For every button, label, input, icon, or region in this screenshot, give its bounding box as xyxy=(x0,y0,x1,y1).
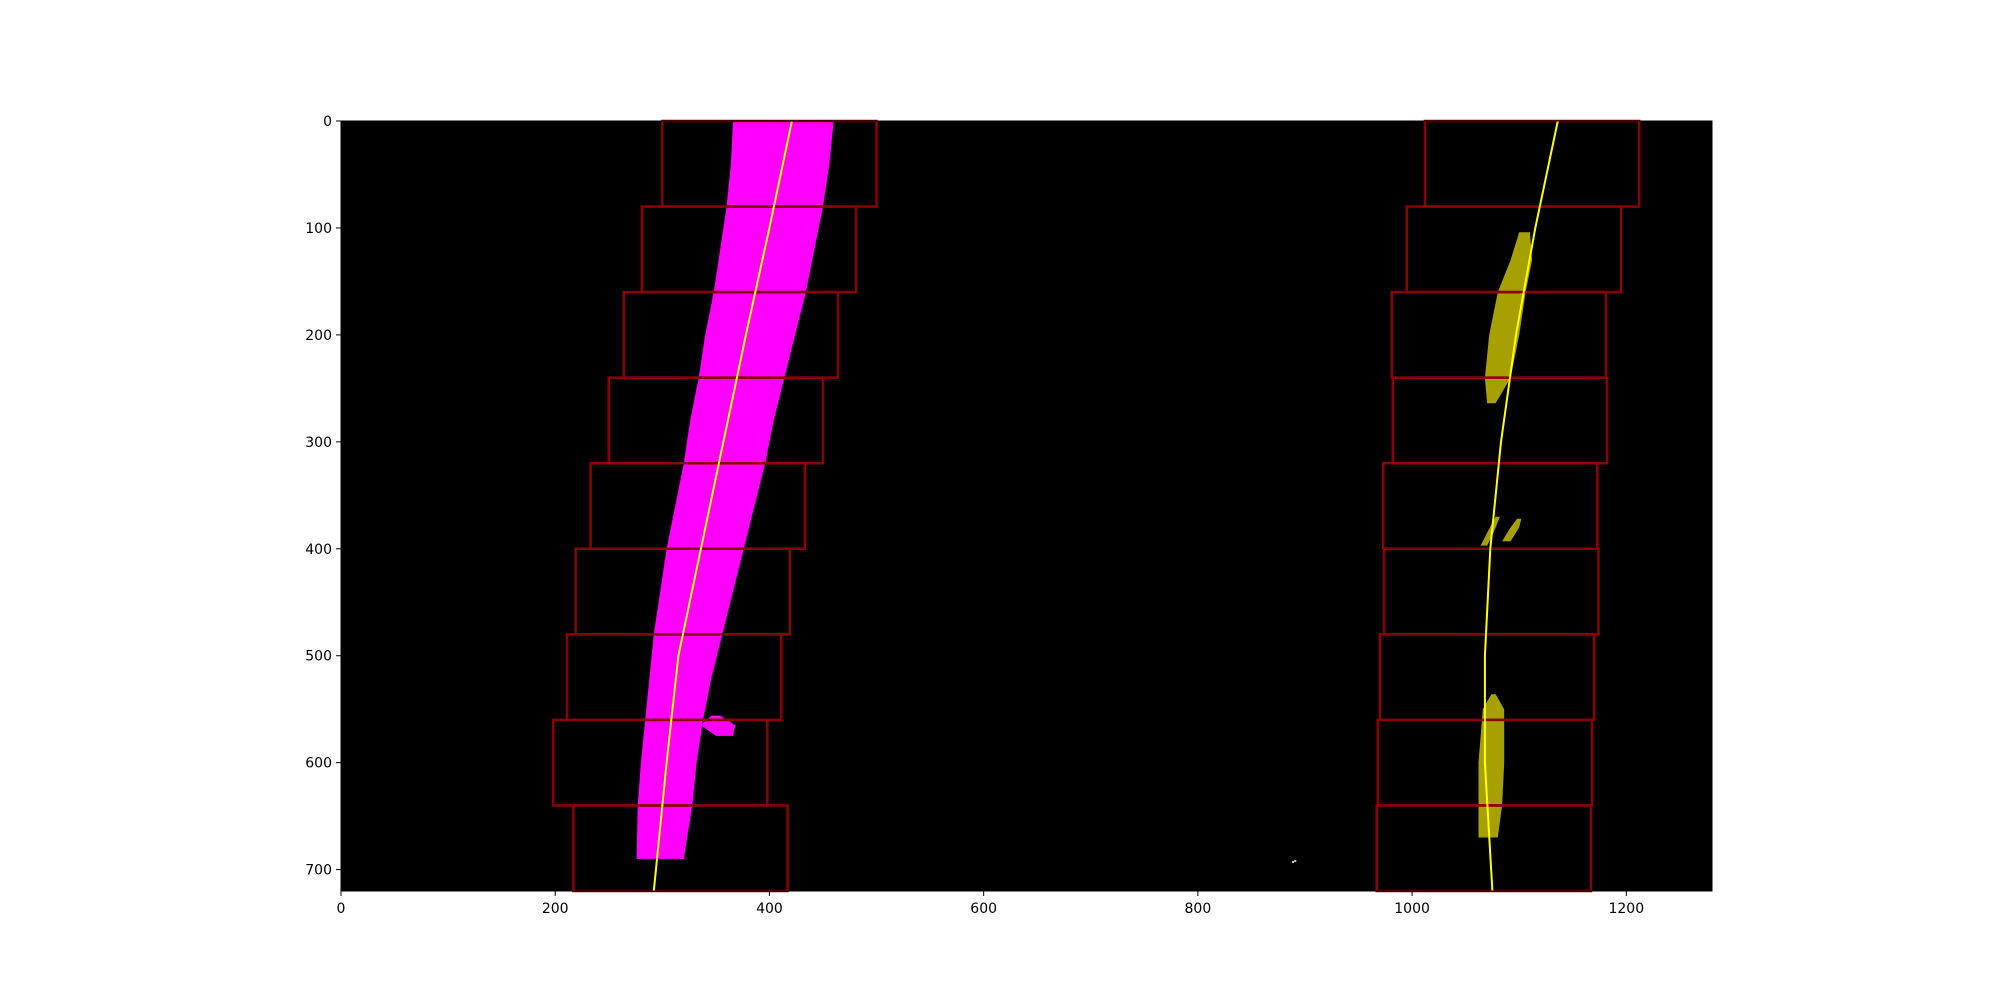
right-fit-line xyxy=(1483,120,1559,892)
right-lane-pixels-2 xyxy=(1502,518,1522,542)
y-tick-label-3: 300 xyxy=(305,435,332,451)
y-tick-label-6: 600 xyxy=(305,756,332,772)
y-tick-label-1: 100 xyxy=(305,221,332,237)
lane-pixels-layer xyxy=(636,121,1533,864)
noise-speck-1 xyxy=(1294,859,1297,862)
x-tick-label-2: 400 xyxy=(756,901,783,917)
left-lane-pixels xyxy=(636,121,834,859)
right-lane-pixels-1 xyxy=(1480,516,1500,546)
right-lane-pixels-0 xyxy=(1484,232,1533,404)
y-tick-label-7: 700 xyxy=(305,863,332,879)
y-tick-label-4: 400 xyxy=(305,542,332,558)
axes-frame xyxy=(340,120,1713,892)
x-tick-label-4: 800 xyxy=(1185,901,1212,917)
left-fit-line xyxy=(652,120,793,892)
plot-area xyxy=(341,121,1712,891)
y-tick-label-5: 500 xyxy=(305,649,332,665)
x-tick-label-5: 1000 xyxy=(1394,901,1430,917)
axes: 0 200 400 600 800 1000 1200 0 100 200 300 400 500 600… xyxy=(305,114,1713,917)
right-lane-pixels-3 xyxy=(1478,694,1505,838)
x-tick-label-0: 0 xyxy=(337,901,346,917)
y-tick-label-2: 200 xyxy=(305,328,332,344)
noise-speck-0 xyxy=(1292,861,1295,864)
y-tick-label-0: 0 xyxy=(323,114,332,130)
x-tick-label-1: 200 xyxy=(542,901,569,917)
x-tick-label-3: 600 xyxy=(970,901,997,917)
x-tick-label-6: 1200 xyxy=(1608,901,1644,917)
fit-lines-layer xyxy=(652,120,1559,892)
